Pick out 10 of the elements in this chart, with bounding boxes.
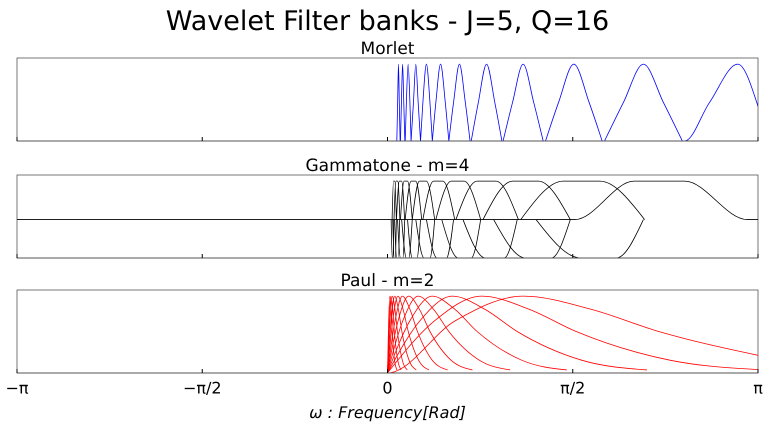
x-tick-label: −π/2 [182, 378, 222, 398]
x-axis-title: ω : Frequency[Rad] [309, 403, 466, 422]
chart-title: Wavelet Filter banks - J=5, Q=16 [166, 6, 610, 37]
chart-title: Paul - m=2 [340, 271, 434, 291]
x-tick-label: 0 [382, 378, 393, 398]
x-tick-label: π/2 [560, 378, 586, 398]
x-tick-label: π [753, 378, 764, 398]
x-tick-label: −π [5, 378, 29, 398]
chart-subtitle: Morlet [360, 39, 415, 59]
chart-title: Gammatone - m=4 [306, 156, 470, 176]
